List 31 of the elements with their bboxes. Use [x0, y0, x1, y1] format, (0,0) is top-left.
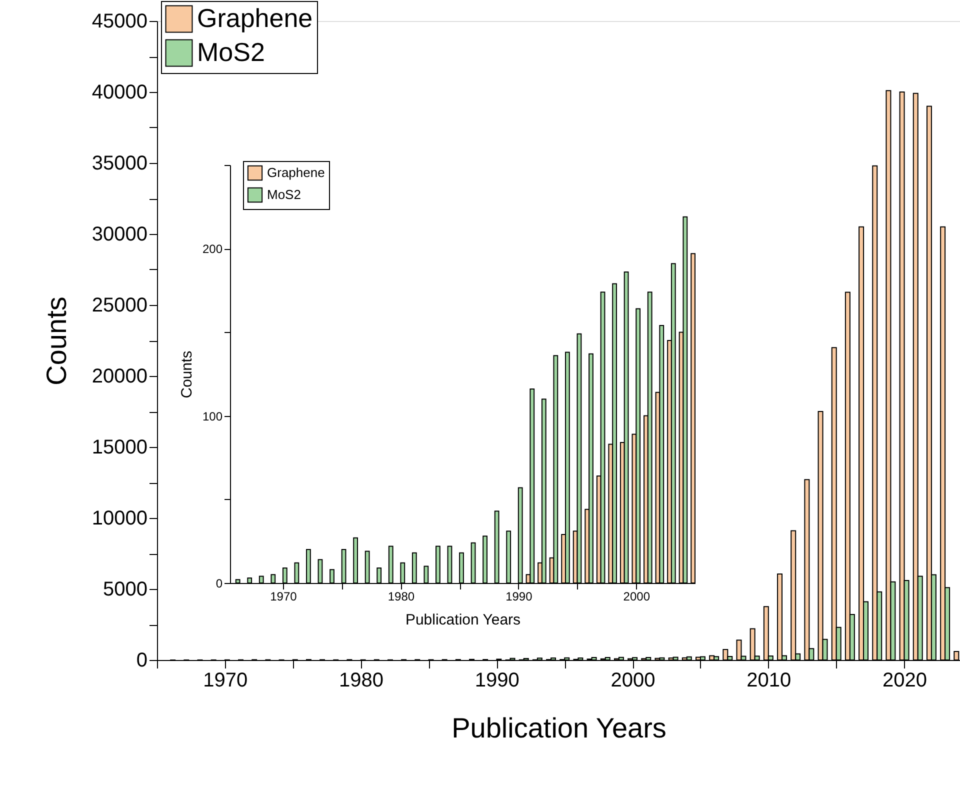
- y-tick-label: 30000: [92, 224, 148, 246]
- y-tick-label: 40000: [92, 82, 148, 104]
- y-tick-label: 35000: [92, 152, 148, 174]
- x-axis-title: Publication Years: [405, 612, 521, 628]
- x-tick-label: 2010: [746, 670, 792, 692]
- y-tick-label: 25000: [92, 294, 148, 316]
- y-axis-title: Counts: [40, 296, 72, 386]
- y-tick-label: 0: [216, 576, 223, 590]
- legend-label: Graphene: [197, 3, 313, 33]
- y-tick-label: 5000: [103, 578, 148, 600]
- legend-label: MoS2: [267, 187, 301, 202]
- x-tick-label: 1990: [474, 670, 520, 692]
- x-tick-label: 1980: [339, 670, 384, 692]
- y-tick-label: 20000: [92, 366, 148, 388]
- x-tick-label: 2000: [623, 590, 650, 604]
- x-tick-label: 1980: [388, 590, 415, 604]
- x-tick-label: 1970: [203, 670, 248, 692]
- y-tick-label: 200: [202, 242, 223, 256]
- x-axis-title: Publication Years: [452, 712, 666, 744]
- y-tick-label: 45000: [92, 10, 148, 32]
- x-tick-label: 1970: [270, 590, 298, 604]
- legend-label: MoS2: [197, 37, 265, 67]
- y-tick-label: 0: [136, 650, 148, 672]
- y-tick-label: 10000: [92, 508, 148, 530]
- y-axis-title: Counts: [178, 350, 196, 398]
- x-tick-label: 2020: [882, 670, 928, 692]
- y-tick-label: 100: [202, 409, 223, 424]
- x-tick-label: 2000: [610, 670, 656, 692]
- legend-label: Graphene: [267, 165, 325, 180]
- y-tick-label: 15000: [92, 436, 148, 458]
- x-tick-label: 1990: [506, 590, 533, 604]
